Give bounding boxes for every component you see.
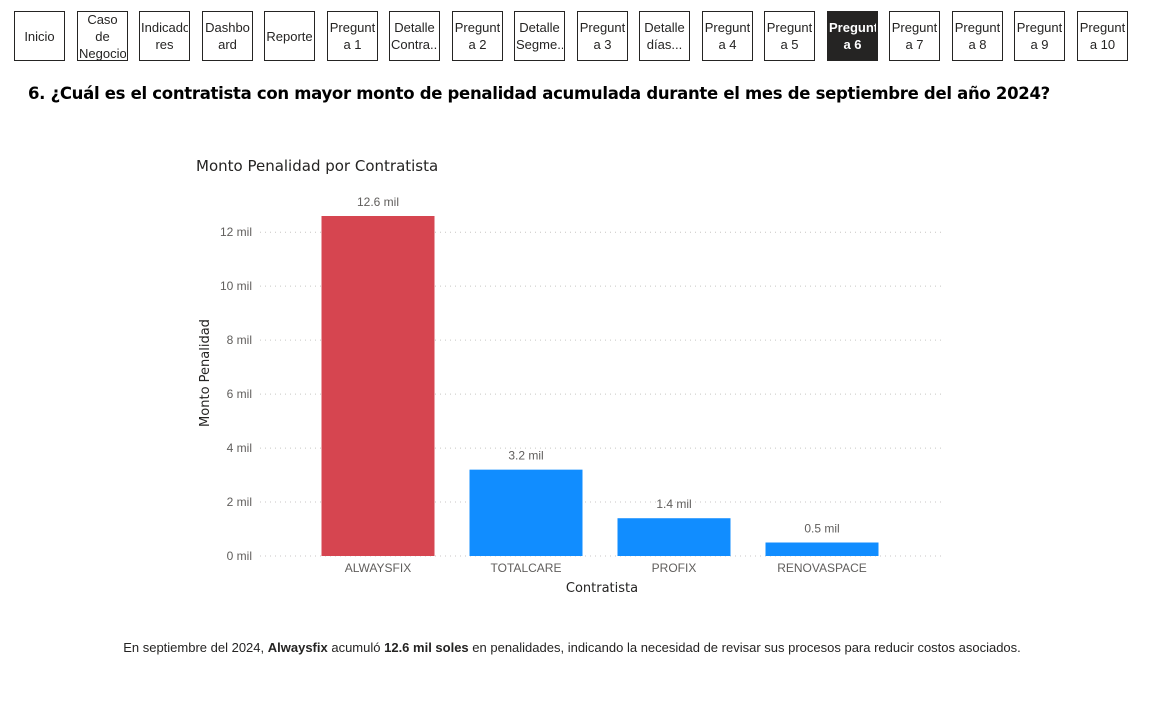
chart-title: Monto Penalidad por Contratista	[196, 157, 439, 175]
chart-canvas: 0 mil 2 mil 4 mil 6 mil 8 mil 10 mil 12 mil 12.…	[198, 195, 945, 596]
nav-button-17[interactable]: Pregunt a 9	[1014, 11, 1065, 61]
nav-button-label: Pregunt a 3	[579, 20, 626, 52]
nav-button-11[interactable]: Detalle días...	[639, 11, 690, 61]
bar-data-label: 12.6 mil	[357, 195, 399, 209]
nav-button-1[interactable]: Inicio	[14, 11, 65, 61]
nav-button-label: Dashbo ard	[205, 20, 250, 52]
nav-button-label: Detalle Segme...	[516, 20, 563, 52]
insight-company: Alwaysfix	[267, 640, 328, 655]
bar-data-label: 3.2 mil	[508, 449, 543, 463]
nav-button-3[interactable]: Indicado res	[139, 11, 190, 61]
nav-button-13[interactable]: Pregunt a 5	[764, 11, 815, 61]
nav-button-5[interactable]: Reporte	[264, 11, 315, 61]
insight-text-part2: acumuló	[327, 640, 385, 655]
x-tick-label: TOTALCARE	[491, 561, 562, 575]
nav-button-label: Detalle días...	[644, 20, 685, 52]
nav-button-label: Pregunt a 10	[1079, 20, 1126, 52]
y-tick-label: 0 mil	[227, 549, 252, 563]
nav-button-8[interactable]: Pregunt a 2	[452, 11, 503, 61]
nav-button-6[interactable]: Pregunt a 1	[327, 11, 378, 61]
nav-button-label: Pregunt a 9	[1016, 20, 1063, 52]
y-axis-title: Monto Penalidad	[198, 319, 213, 427]
bar-profix[interactable]	[617, 518, 731, 556]
nav-button-14[interactable]: Pregunt a 6	[827, 11, 878, 61]
nav-button-15[interactable]: Pregunt a 7	[889, 11, 940, 61]
nav-button-label: Pregunt a 8	[954, 20, 1001, 52]
nav-button-label: Indicado res	[141, 20, 188, 52]
nav-button-18[interactable]: Pregunt a 10	[1077, 11, 1128, 61]
insight-amount: 12.6 mil soles	[384, 640, 469, 655]
nav-button-12[interactable]: Pregunt a 4	[702, 11, 753, 61]
nav-button-16[interactable]: Pregunt a 8	[952, 11, 1003, 61]
nav-button-label: Inicio	[24, 28, 55, 44]
nav-button-2[interactable]: Caso de Negocio	[77, 11, 128, 61]
nav-button-label: Pregunt a 5	[766, 20, 813, 52]
y-tick-label: 12 mil	[220, 225, 252, 239]
x-tick-label: PROFIX	[652, 561, 697, 575]
nav-button-label: Caso de Negocio	[79, 11, 126, 61]
nav-button-label: Reporte	[266, 28, 313, 44]
x-tick-label: ALWAYSFIX	[345, 561, 411, 575]
nav-button-label: Pregunt a 7	[891, 20, 938, 52]
insight-text-part3: en penalidades, indicando la necesidad d…	[468, 640, 1021, 655]
nav-button-10[interactable]: Pregunt a 3	[577, 11, 628, 61]
y-tick-label: 6 mil	[227, 387, 252, 401]
x-tick-label: RENOVASPACE	[777, 561, 867, 575]
nav-button-4[interactable]: Dashbo ard	[202, 11, 253, 61]
nav-button-label: Pregunt a 2	[454, 20, 501, 52]
bar-data-label: 0.5 mil	[804, 522, 839, 536]
y-tick-label: 10 mil	[220, 279, 252, 293]
page-navigation: Inicio Caso de Negocio Indicado res Dashbo …	[0, 0, 1158, 70]
bar-data-label: 1.4 mil	[656, 497, 691, 511]
nav-button-7[interactable]: Detalle Contra...	[389, 11, 440, 61]
y-tick-label: 4 mil	[227, 441, 252, 455]
bar-totalcare[interactable]	[469, 469, 583, 556]
bar-alwaysfix[interactable]	[321, 216, 435, 556]
y-tick-label: 8 mil	[227, 333, 252, 347]
x-axis-title: Contratista	[566, 581, 638, 596]
nav-button-label: Pregunt a 6	[829, 20, 876, 52]
insight-text: En septiembre del 2024, Alwaysfix acumul…	[0, 640, 1144, 655]
bar-renovaspace[interactable]	[765, 542, 879, 556]
nav-button-label: Pregunt a 4	[704, 20, 751, 52]
y-tick-label: 2 mil	[227, 495, 252, 509]
nav-button-label: Pregunt a 1	[329, 20, 376, 52]
nav-button-label: Detalle Contra...	[391, 20, 438, 52]
nav-button-9[interactable]: Detalle Segme...	[514, 11, 565, 61]
page-title: 6. ¿Cuál es el contratista con mayor mon…	[28, 84, 1050, 103]
insight-text-part1: En septiembre del 2024,	[123, 640, 268, 655]
